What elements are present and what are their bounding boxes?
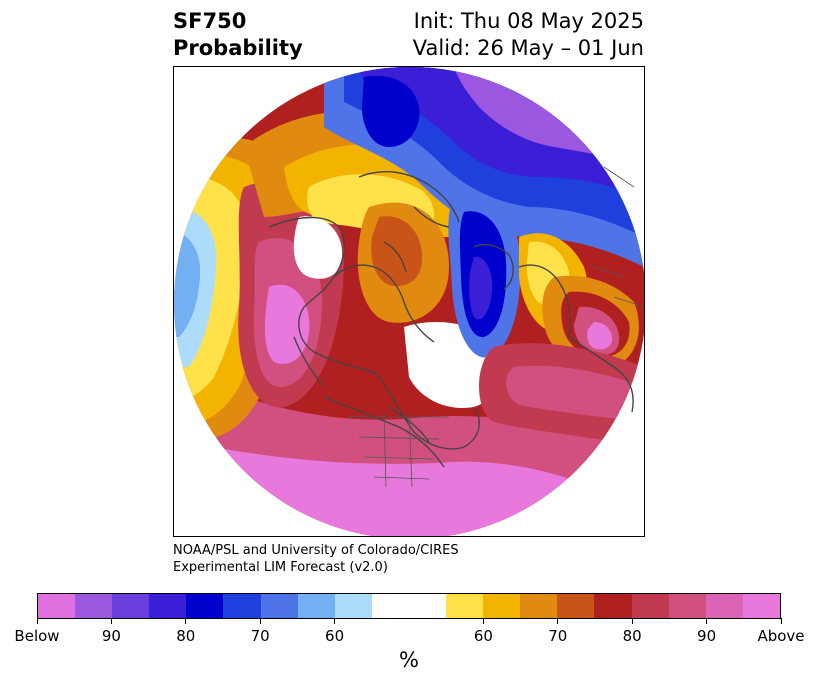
colorbar-tick-label: 60 <box>473 627 493 645</box>
colorbar-tick-label: 90 <box>697 627 717 645</box>
colorbar-segment <box>297 594 335 618</box>
title-variable: SF750 <box>173 9 247 33</box>
colorbar-segment <box>38 594 76 618</box>
colorbar-tick-label: 60 <box>325 627 345 645</box>
credit-line2: Experimental LIM Forecast (v2.0) <box>173 560 388 575</box>
borders <box>349 166 644 488</box>
colorbar-segment <box>520 594 558 618</box>
title-quantity: Probability <box>173 36 303 60</box>
colorbar-tick-label: 70 <box>250 627 270 645</box>
colorbar-segment <box>371 594 447 618</box>
colorbar-segment <box>112 594 150 618</box>
colorbar-tick <box>482 618 484 624</box>
colorbar-tick-label: Above <box>757 627 805 645</box>
colorbar-segment <box>149 594 187 618</box>
colorbar-tick-label: 90 <box>101 627 121 645</box>
colorbar-segment <box>631 594 669 618</box>
valid-range: Valid: 26 May – 01 Jun <box>412 36 644 60</box>
colorbar-tick <box>259 618 261 624</box>
colorbar-segment <box>594 594 632 618</box>
colorbar-tick <box>706 618 708 624</box>
title-right: Init: Thu 08 May 2025 Valid: 26 May – 01… <box>413 8 644 62</box>
colorbar-tick <box>631 618 633 624</box>
colorbar-segment <box>668 594 706 618</box>
colorbar-segment <box>557 594 595 618</box>
colorbar-segment <box>446 594 484 618</box>
credit: NOAA/PSL and University of Colorado/CIRE… <box>173 542 459 576</box>
colorbar-tick-label: 80 <box>176 627 196 645</box>
colorbar-tick <box>36 618 38 624</box>
credit-line1: NOAA/PSL and University of Colorado/CIRE… <box>173 543 459 558</box>
colorbar-tick-label: 80 <box>622 627 642 645</box>
colorbar-segment <box>334 594 372 618</box>
title-left: SF750 Probability <box>173 8 303 62</box>
colorbar-tick-label: Below <box>14 627 60 645</box>
colorbar <box>37 593 781 619</box>
colorbar-tick <box>557 618 559 624</box>
colorbar-tick <box>110 618 112 624</box>
colorbar-segment <box>705 594 743 618</box>
colorbar-tick <box>185 618 187 624</box>
polar-map <box>174 67 644 536</box>
colorbar-segment <box>483 594 521 618</box>
colorbar-segment <box>223 594 261 618</box>
colorbar-tick-label: 70 <box>548 627 568 645</box>
colorbar-unit: % <box>399 648 419 672</box>
probability-field <box>174 67 644 536</box>
map-panel <box>173 66 645 537</box>
colorbar-segment <box>260 594 298 618</box>
colorbar-segment <box>75 594 113 618</box>
colorbar-segment <box>742 594 780 618</box>
colorbar-segment <box>186 594 224 618</box>
colorbar-tick <box>334 618 336 624</box>
colorbar-tick <box>780 618 782 624</box>
init-date: Init: Thu 08 May 2025 <box>413 9 644 33</box>
